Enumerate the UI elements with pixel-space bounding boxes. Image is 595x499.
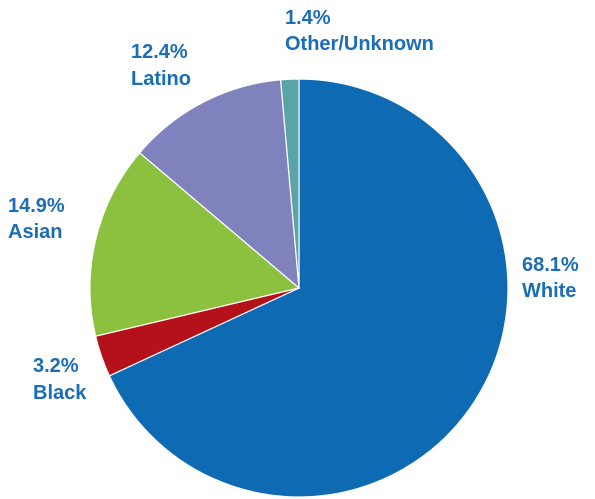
pie-slice-asian	[89, 151, 301, 337]
black-name-label: Black	[33, 382, 87, 404]
latino-value-label: 12.4%	[131, 41, 188, 63]
pie-slice-other-unknown	[279, 78, 300, 289]
asian-name-label: Asian	[8, 221, 62, 243]
pie-slice-white	[108, 78, 509, 498]
white-name-label: White	[522, 280, 576, 302]
white-value-label: 68.1%	[522, 254, 579, 276]
pie-slice-latino	[138, 79, 300, 290]
latino-name-label: Latino	[131, 68, 191, 90]
pie-slices	[89, 78, 509, 498]
asian-value-label: 14.9%	[8, 195, 65, 217]
pie-labels: 68.1% White 3.2% Black 14.9% Asian 12.4%…	[8, 7, 579, 404]
other-unknown-value-label: 1.4%	[285, 7, 331, 29]
black-value-label: 3.2%	[33, 355, 79, 377]
other-unknown-name-label: Other/Unknown	[285, 33, 434, 55]
